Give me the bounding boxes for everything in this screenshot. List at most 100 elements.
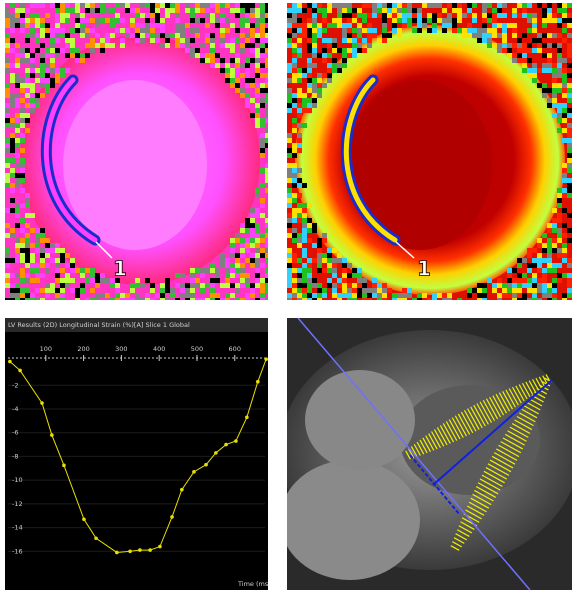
noise [502,33,507,38]
noise [225,68,230,73]
noise [75,3,80,8]
noise [287,188,292,193]
noise [452,18,457,23]
noise [10,293,15,298]
noise [20,278,25,283]
noise [292,8,297,13]
noise [260,143,265,148]
noise [397,13,402,18]
noise [462,33,467,38]
noise [130,23,135,28]
noise [240,93,245,98]
noise [522,278,527,283]
noise [60,268,65,273]
noise [507,293,512,298]
noise [200,18,205,23]
noise [292,233,297,238]
noise [175,8,180,13]
noise [337,13,342,18]
noise [200,58,205,63]
noise [240,8,245,13]
noise [215,293,220,298]
noise [322,73,327,78]
noise [557,213,562,218]
noise [15,143,20,148]
noise [15,123,20,128]
data-point [8,360,12,364]
noise [35,278,40,283]
noise [10,148,15,153]
noise [200,3,205,8]
noise [307,298,312,303]
noise [302,238,307,243]
noise [382,8,387,13]
noise [25,293,30,298]
noise [542,83,547,88]
noise [547,298,552,303]
noise [287,8,292,13]
noise [5,58,10,63]
noise [20,148,25,153]
noise [165,38,170,43]
noise [265,128,270,133]
noise [552,243,557,248]
noise [317,243,322,248]
noise [260,33,265,38]
noise [287,148,292,153]
noise [332,68,337,73]
noise [40,273,45,278]
noise [547,268,552,273]
noise [240,18,245,23]
noise [287,88,292,93]
noise [215,8,220,13]
noise [297,243,302,248]
noise [120,38,125,43]
noise [160,33,165,38]
noise [517,13,522,18]
noise [230,23,235,28]
noise [235,253,240,258]
noise [180,283,185,288]
noise [567,3,572,8]
noise [250,253,255,258]
noise [292,18,297,23]
noise [287,278,292,283]
noise [190,293,195,298]
noise [145,23,150,28]
noise [307,78,312,83]
data-point [264,357,268,361]
noise [95,283,100,288]
noise [542,233,547,238]
noise [562,178,567,183]
noise [265,3,270,8]
noise [110,298,115,303]
noise [190,278,195,283]
noise [547,223,552,228]
noise [50,288,55,293]
noise [297,33,302,38]
noise [255,103,260,108]
noise [45,88,50,93]
noise [245,293,250,298]
noise [75,18,80,23]
noise [100,43,105,48]
noise [35,288,40,293]
noise [5,103,10,108]
noise [482,33,487,38]
noise [255,188,260,193]
noise [392,23,397,28]
noise [297,278,302,283]
noise [507,283,512,288]
noise [150,33,155,38]
noise [265,138,270,143]
noise [292,163,297,168]
noise [255,113,260,118]
noise [25,243,30,248]
noise [322,8,327,13]
y-tick-label: -8 [12,452,18,460]
noise [165,8,170,13]
noise [442,18,447,23]
noise [307,73,312,78]
noise [10,93,15,98]
noise [45,248,50,253]
